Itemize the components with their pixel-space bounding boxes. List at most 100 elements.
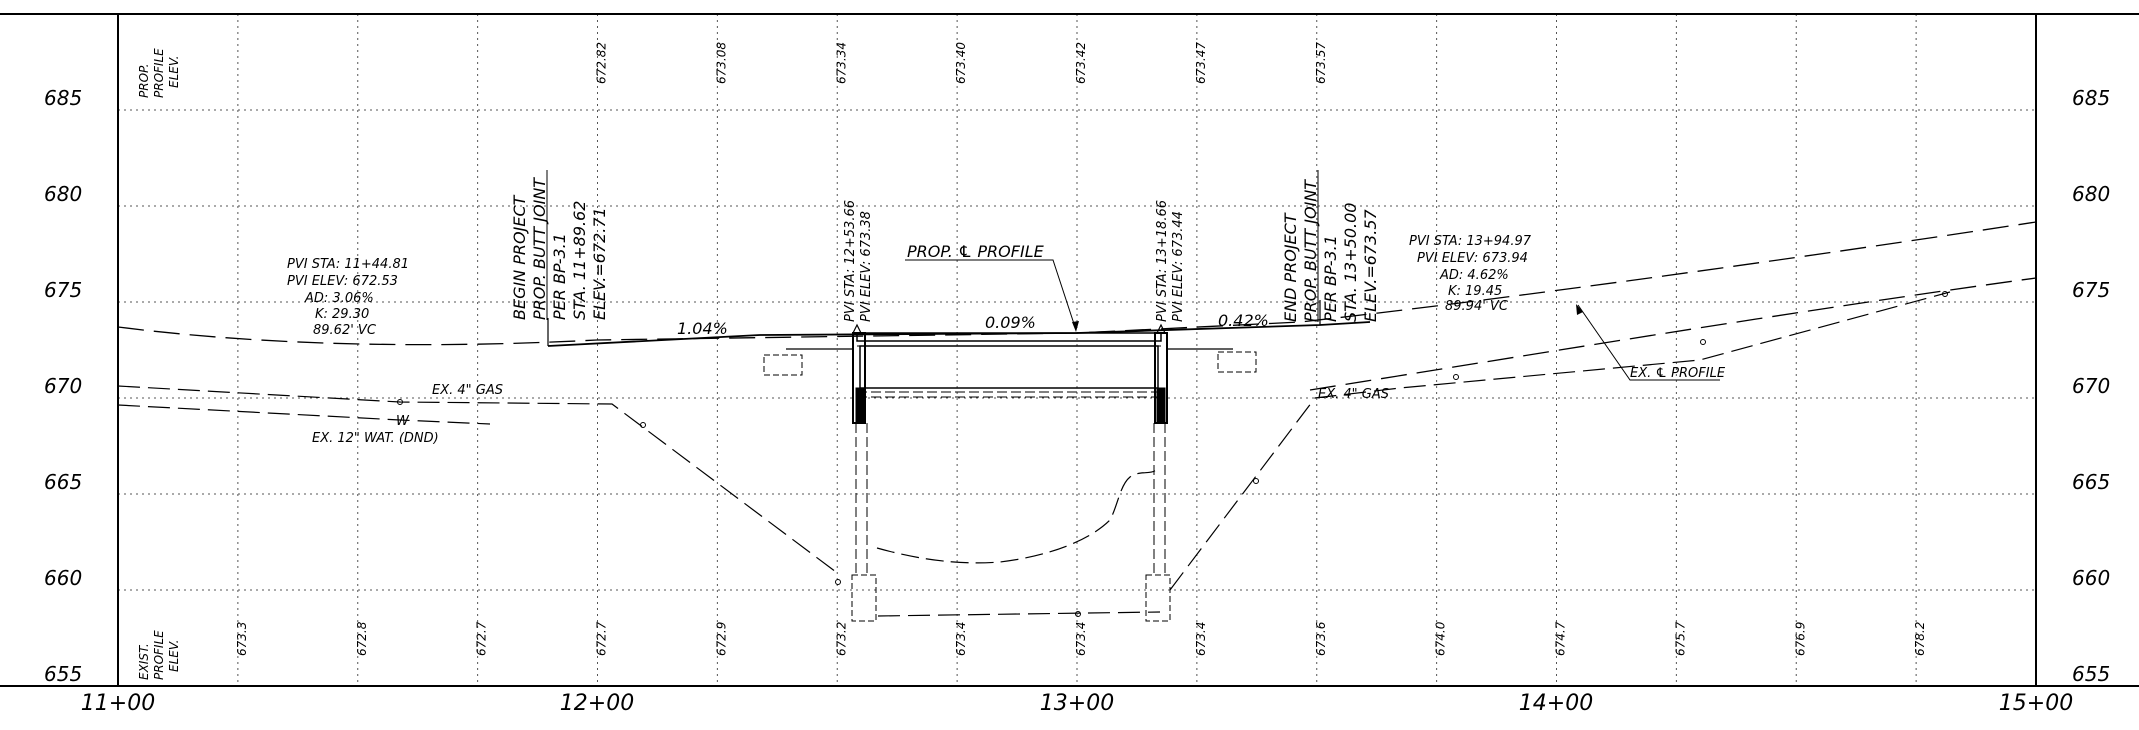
station-labels: 11+00 12+00 13+00 14+00 15+00	[81, 691, 2073, 716]
gas-marker-6	[1700, 339, 1706, 345]
bridge-pvi-right-note: PVI STA: 13+18.66 PVI ELEV: 673.44	[1155, 200, 1186, 322]
elev-label-670: 670	[44, 374, 82, 398]
ex-gas-label-right: EX. 4" GAS	[1318, 387, 1389, 402]
grade-left: 1.04%	[677, 319, 728, 338]
end-project-line-2: PROP. BUTT JOINT	[1301, 179, 1320, 322]
existing-gas-line-left	[117, 385, 841, 576]
bridge-deck	[856, 332, 1162, 342]
exist-elevation-value: 673.2	[834, 622, 848, 656]
right-pile-cap	[1145, 574, 1171, 622]
pvi-left-sta: PVI STA: 11+44.81	[287, 257, 409, 272]
pvi-right-k: K: 19.45	[1448, 284, 1502, 299]
grade-right: 0.42%	[1218, 311, 1269, 330]
station-label-14: 14+00	[1519, 691, 1593, 716]
existing-gas-line-bottom	[877, 611, 1161, 617]
ex-gas-label-left: EX. 4" GAS	[432, 383, 503, 398]
prop-profile-elevations: 672.82 673.08 673.34 673.40 673.42 673.47 673.…	[595, 42, 1328, 84]
prop-header-line-2: PROFILE	[152, 48, 166, 98]
exist-elevation-value: 673.4	[1074, 622, 1088, 656]
prop-elevation-value: 673.57	[1314, 42, 1328, 84]
elev-label-665: 665	[44, 470, 82, 494]
gas-marker-2	[640, 422, 646, 428]
prop-elevation-value: 673.42	[1074, 42, 1088, 84]
prop-profile-arrow	[1072, 321, 1079, 332]
exist-elevation-value: 672.9	[714, 622, 728, 656]
end-project-note: END PROJECT PROP. BUTT JOINT PER BP-3.1 …	[1281, 170, 1380, 322]
exist-elevation-value: 673.4	[1194, 622, 1208, 656]
exist-elevation-value: 674.7	[1554, 621, 1568, 656]
begin-project-note: BEGIN PROJECT PROP. BUTT JOINT PER BP-3.…	[510, 170, 609, 320]
station-label-12: 12+00	[560, 691, 634, 716]
gas-marker-8	[1075, 611, 1081, 617]
elev-label-675: 675	[44, 278, 82, 302]
elev-label-680: 680	[44, 182, 82, 206]
existing-centerline-profile	[117, 221, 2037, 346]
begin-project-line-5: ELEV.=672.71	[590, 207, 609, 320]
exist-elevation-value: 673.6	[1314, 621, 1328, 656]
pvi-right-ad: AD: 4.62%	[1439, 268, 1509, 283]
exist-header-line-3: ELEV.	[167, 640, 181, 673]
pvi-right-annotation: PVI STA: 13+94.97 PVI ELEV: 673.94 AD: 4…	[1409, 234, 1532, 314]
end-project-line-5: ELEV.=673.57	[1361, 208, 1380, 322]
begin-project-line-2: PROP. BUTT JOINT	[530, 177, 549, 320]
elev-label-670-right: 670	[2072, 374, 2110, 398]
begin-project-line-1: BEGIN PROJECT	[510, 194, 529, 320]
gas-marker-1	[397, 399, 403, 405]
prop-header-line-3: ELEV.	[167, 56, 181, 89]
exist-elevation-value: 672.7	[595, 621, 609, 656]
channel-bottom	[876, 469, 1157, 564]
gas-marker-5	[1453, 374, 1459, 380]
bridge-pvi-right-elev: PVI ELEV: 673.44	[1171, 211, 1186, 322]
bridge-girder	[859, 345, 1159, 389]
elev-label-685-right: 685	[2072, 86, 2110, 110]
gas-marker-4	[1253, 478, 1259, 484]
bridge-pvi-left-elev: PVI ELEV: 673.38	[859, 211, 874, 322]
left-pile-cap	[851, 574, 877, 622]
end-project-line-3: PER BP-3.1	[1321, 235, 1340, 322]
station-gridlines	[237, 14, 1917, 686]
exist-elevation-value: 672.8	[355, 621, 369, 656]
bridge-pvi-left-sta: PVI STA: 12+53.66	[843, 200, 858, 322]
pvi-left-annotation: PVI STA: 11+44.81 PVI ELEV: 672.53 AD: 3…	[287, 257, 409, 338]
exist-profile-header: EXIST. PROFILE ELEV.	[137, 630, 181, 680]
water-marker: W	[396, 414, 410, 429]
prop-elevation-value: 673.34	[834, 42, 848, 84]
exist-elevation-value: 675.7	[1673, 621, 1687, 656]
exist-elevation-value: 676.9	[1793, 622, 1807, 656]
prop-profile-leader	[905, 259, 1077, 331]
prop-profile-header: PROP. PROFILE ELEV.	[137, 48, 181, 98]
pvi-left-elev: PVI ELEV: 672.53	[287, 274, 398, 289]
existing-gas-line-right	[1169, 291, 1951, 591]
exist-elevation-value: 673.3	[235, 622, 249, 656]
prop-elevation-value: 673.40	[954, 42, 968, 84]
elev-label-665-right: 665	[2072, 470, 2110, 494]
pvi-right-vc: 89.94' VC	[1445, 299, 1509, 314]
station-label-11: 11+00	[81, 691, 155, 716]
exist-elevation-value: 674.0	[1434, 621, 1448, 656]
pvi-left-vc: 89.62' VC	[313, 323, 377, 338]
elev-label-675-right: 675	[2072, 278, 2110, 302]
profile-grid	[118, 109, 2036, 591]
bridge-pvi-right-sta: PVI STA: 13+18.66	[1155, 200, 1170, 322]
exist-elevation-value: 673.4	[954, 622, 968, 656]
prop-elevation-value: 673.08	[714, 42, 728, 84]
elev-label-660-right: 660	[2072, 566, 2110, 590]
ex-profile-arrow	[1576, 304, 1583, 315]
exist-header-line-2: PROFILE	[152, 630, 166, 680]
begin-project-line-4: STA. 11+89.62	[570, 201, 589, 320]
begin-project-line-3: PER BP-3.1	[550, 233, 569, 320]
elev-label-655-right: 655	[2072, 662, 2110, 686]
elev-label-685: 685	[44, 86, 82, 110]
pvi-left-ad: AD: 3.06%	[304, 291, 374, 306]
prop-elevation-value: 673.47	[1194, 42, 1208, 84]
prop-centerline-profile-label: PROP. ℄ PROFILE	[907, 242, 1045, 261]
end-project-line-4: STA. 13+50.00	[1341, 203, 1360, 322]
elev-label-680-right: 680	[2072, 182, 2110, 206]
grade-bridge: 0.09%	[985, 313, 1036, 332]
right-wingwall	[1217, 351, 1257, 373]
pvi-right-elev: PVI ELEV: 673.94	[1417, 251, 1528, 266]
prop-header-line-1: PROP.	[137, 64, 151, 98]
elevation-labels-left: 685 680 675 670 665 660 655	[44, 86, 82, 686]
gas-marker-3	[835, 579, 841, 585]
